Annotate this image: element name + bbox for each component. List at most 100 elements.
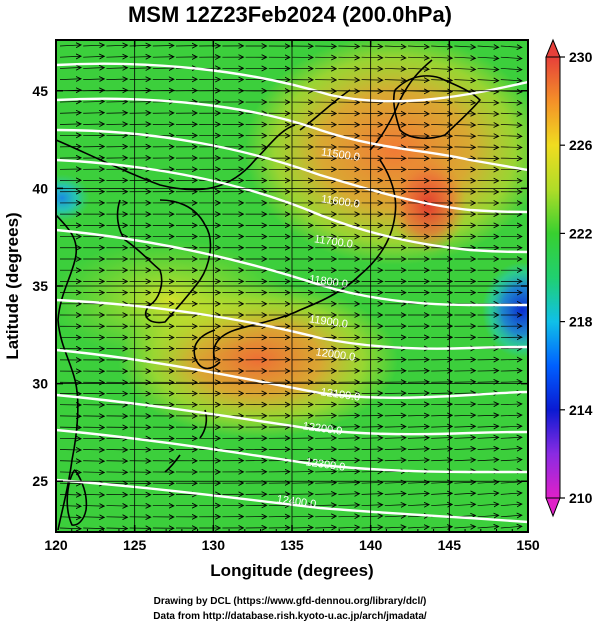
- wind-vector: [59, 56, 81, 57]
- wind-vector: [500, 102, 522, 103]
- wind-vector: [431, 415, 452, 416]
- height-contour: [56, 228, 528, 307]
- wind-vector: [477, 426, 499, 427]
- wind-vector: [431, 80, 452, 81]
- wind-vector: [477, 124, 499, 125]
- wind-vector: [431, 426, 452, 427]
- x-tick-label: 120: [44, 537, 68, 553]
- contour-label: 11600.0: [320, 193, 360, 210]
- contour-label: 12300.0: [305, 456, 346, 473]
- wind-vector: [500, 504, 522, 506]
- wind-vector: [291, 527, 313, 528]
- wind-vector: [477, 382, 499, 383]
- wind-vector: [384, 493, 406, 494]
- wind-vector: [338, 46, 359, 47]
- wind-vector: [477, 46, 499, 47]
- wind-vector: [361, 438, 383, 439]
- wind-vector: [407, 57, 429, 58]
- wind-vector: [500, 426, 522, 427]
- wind-vector: [59, 494, 81, 495]
- wind-vector: [477, 493, 499, 494]
- wind-vectors: [59, 45, 522, 529]
- wind-vector: [59, 461, 81, 462]
- wind-vector: [500, 448, 522, 449]
- wind-vector: [500, 46, 522, 47]
- wind-vector: [431, 449, 452, 450]
- wind-vector: [431, 493, 452, 494]
- wind-vector: [338, 505, 359, 506]
- wind-vector: [291, 516, 313, 517]
- wind-vector: [384, 415, 406, 416]
- wind-vector: [315, 516, 336, 517]
- height-contour: [56, 348, 528, 399]
- wind-vector: [361, 80, 383, 81]
- wind-vector: [106, 528, 127, 529]
- x-tick-label: 150: [516, 537, 540, 553]
- contour-label: 12400.0: [276, 493, 317, 510]
- wind-vector: [431, 124, 452, 125]
- colorbar-ticks: 230 226 222 218 214 210: [560, 49, 593, 506]
- wind-vector: [83, 113, 104, 114]
- wind-vector: [83, 79, 104, 80]
- wind-vector: [454, 482, 475, 483]
- y-axis-ticks: 25 30 35 40 45: [32, 83, 528, 489]
- wind-vector: [384, 427, 406, 428]
- x-tick-label: 135: [280, 537, 304, 553]
- wind-vector: [338, 449, 359, 450]
- wind-vector: [454, 68, 475, 69]
- wind-vector: [454, 393, 475, 394]
- temperature-field: 11500.011600.011700.011800.011900.012000…: [56, 40, 528, 532]
- wind-vector: [106, 79, 127, 80]
- wind-vector: [315, 494, 336, 495]
- contour-label: 12200.0: [302, 420, 343, 437]
- x-axis-label: Longitude (degrees): [210, 561, 373, 580]
- wind-vector: [431, 102, 452, 103]
- wind-vector: [59, 101, 81, 102]
- wind-vector: [477, 57, 499, 58]
- y-tick-label: 45: [32, 83, 48, 99]
- wind-vector: [152, 45, 174, 46]
- wind-vector: [407, 113, 429, 114]
- contour-label: 11500.0: [320, 146, 360, 163]
- x-axis-ticks: 120 125 130 135 140 145 150: [44, 40, 540, 553]
- wind-vector: [454, 46, 475, 47]
- colorbar-tick-label: 222: [569, 225, 593, 241]
- wind-vector: [315, 483, 336, 484]
- wind-vector: [477, 504, 499, 505]
- wind-vector: [500, 437, 522, 438]
- wind-vector: [361, 46, 383, 47]
- colorbar-tick-label: 230: [569, 49, 593, 65]
- wind-vector: [384, 482, 406, 483]
- wind-vector: [384, 505, 406, 506]
- wind-vector: [477, 526, 499, 528]
- wind-vector: [454, 57, 475, 58]
- wind-vector: [315, 527, 336, 528]
- wind-vector: [338, 483, 359, 484]
- wind-vector: [129, 68, 151, 69]
- wind-vector: [129, 79, 151, 80]
- wind-vector: [407, 415, 429, 416]
- height-contour: [56, 428, 528, 474]
- x-tick-label: 145: [438, 537, 462, 553]
- wind-vector: [129, 45, 151, 46]
- wind-vector: [477, 102, 499, 103]
- wind-vector: [431, 404, 452, 405]
- coastline-taiwan: [66, 469, 88, 526]
- wind-vector: [106, 45, 127, 46]
- height-contour: [56, 298, 528, 350]
- cold-core-west: [56, 174, 90, 222]
- wind-vector: [477, 482, 499, 483]
- wind-vector: [500, 147, 522, 148]
- yellow-band: [56, 240, 290, 360]
- wind-vector: [454, 136, 475, 137]
- wind-vector: [454, 437, 475, 438]
- y-tick-label: 30: [32, 376, 48, 392]
- wind-vector: [431, 504, 452, 505]
- wind-vector: [477, 437, 499, 438]
- credit-drawing: Drawing by DCL (https://www.gfd-dennou.o…: [154, 596, 427, 607]
- wind-vector: [407, 460, 429, 461]
- wind-vector: [500, 482, 522, 483]
- colorbar-bottom-arrow: [545, 497, 561, 518]
- wind-vector: [477, 415, 499, 416]
